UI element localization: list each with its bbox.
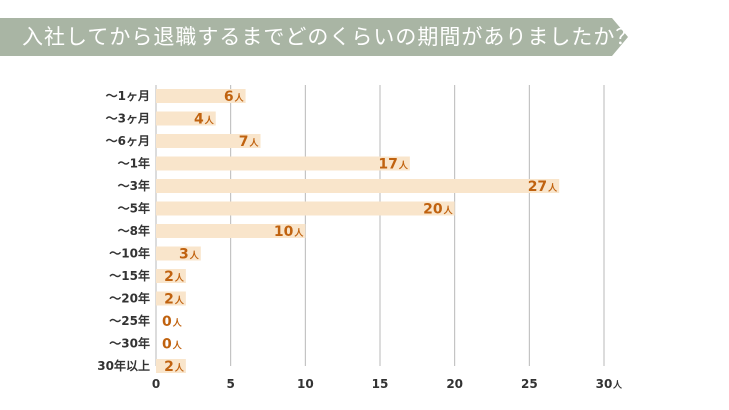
bar [156,246,201,261]
bar [156,111,216,126]
data-label-unit: 人 [234,92,245,104]
x-tick-label: 15 [372,377,389,391]
bar [156,134,261,148]
data-label-unit: 人 [174,272,185,284]
data-label-unit: 人 [398,160,409,172]
data-label-unit: 人 [189,250,200,262]
banner-arrow [0,18,628,56]
data-label-value: 2 [164,292,174,308]
data-label-unit: 人 [172,340,183,352]
x-tick-label: 30 [596,377,613,391]
category-label: ～1年 [118,156,150,171]
chart-title: 入社してから退職するまでどのくらいの期間がありましたか？ [22,25,638,49]
x-tick-label: 10 [297,377,314,391]
data-label-value: 3 [179,247,189,263]
title-banner: 入社してから退職するまでどのくらいの期間がありましたか？ [0,0,729,70]
bar [156,89,246,103]
data-label-value: 10 [274,224,294,240]
x-tick-label: 5 [226,377,234,391]
category-label: ～10年 [109,246,150,261]
bar [156,179,560,193]
banner-shape [0,18,628,56]
data-label: 4人 [194,112,215,128]
data-label-value: 0 [162,314,172,330]
data-label-value: 0 [162,337,172,353]
category-label: ～20年 [109,291,150,306]
data-label: 0人 [162,337,183,353]
category-label: ～3年 [118,178,150,193]
category-label: ～6ヶ月 [106,134,150,148]
data-label: 7人 [239,134,260,150]
category-label: ～30年 [109,336,150,351]
category-label: ～15年 [109,268,150,283]
data-label: 0人 [162,314,183,330]
data-label: 6人 [224,89,245,105]
x-tick-unit: 人 [612,379,623,391]
data-label: 2人 [164,359,185,375]
data-label-unit: 人 [174,362,185,374]
data-label-unit: 人 [172,317,183,329]
data-label: 2人 [164,269,185,285]
data-label-value: 4 [194,112,204,128]
data-label-value: 7 [239,134,249,150]
data-label: 3人 [179,247,200,263]
bar [156,291,186,306]
x-tick-label: 25 [521,377,538,391]
category-label: ～3ヶ月 [106,112,150,126]
data-label-unit: 人 [249,137,260,149]
data-label: 10人 [274,224,304,240]
data-label-value: 2 [164,269,174,285]
category-label: ～5年 [118,201,150,216]
data-label: 20人 [423,202,453,218]
bar [156,359,186,373]
bar [156,201,455,216]
data-label: 27人 [528,179,558,195]
data-label-value: 20 [423,202,443,218]
data-label-value: 6 [224,89,234,105]
data-label: 17人 [378,157,408,173]
bar [156,224,306,238]
data-label-unit: 人 [443,205,454,217]
bar [156,269,186,283]
category-label: ～1ヶ月 [106,89,150,103]
data-label-unit: 人 [293,227,304,239]
data-label: 2人 [164,292,185,308]
category-label: 30年以上 [97,358,150,373]
category-label: ～8年 [118,223,150,238]
data-label-value: 27 [528,179,547,195]
data-label-unit: 人 [174,295,185,307]
x-tick-label: 0 [152,377,160,391]
data-label-value: 2 [164,359,174,375]
data-label-unit: 人 [547,182,558,194]
x-tick-label: 20 [446,377,463,391]
bar [156,156,410,171]
data-label-unit: 人 [204,115,215,127]
category-label: ～25年 [109,313,150,328]
data-label-value: 17 [378,157,397,173]
